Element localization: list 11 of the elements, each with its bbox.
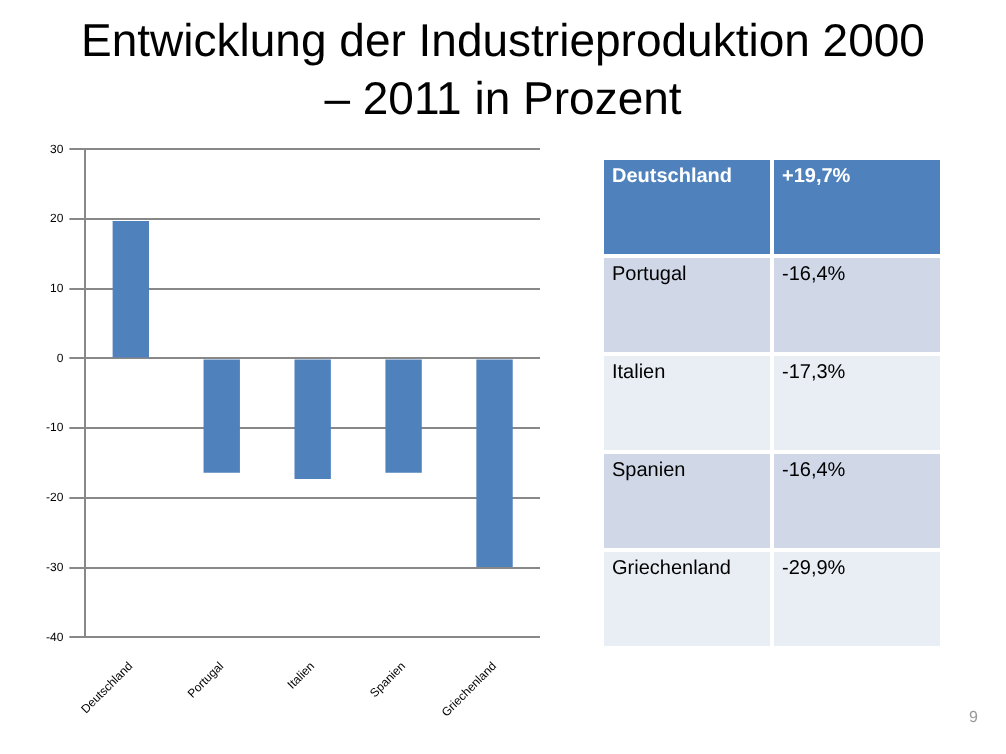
text: -16,4% bbox=[774, 258, 940, 352]
chart-title: Entwicklung der Industrieproduktion 2000 – 2011 in Prozent bbox=[80, 12, 926, 128]
text: -16,4% bbox=[774, 454, 940, 548]
text: -17,3% bbox=[774, 356, 940, 450]
text: -29,9% bbox=[774, 552, 940, 646]
text: +19,7% bbox=[774, 160, 940, 254]
text: 9 bbox=[969, 708, 978, 726]
text: Italien bbox=[604, 356, 770, 450]
text: Spanien bbox=[604, 454, 770, 548]
text: Deutschland bbox=[604, 160, 770, 254]
text: Portugal bbox=[604, 258, 770, 352]
